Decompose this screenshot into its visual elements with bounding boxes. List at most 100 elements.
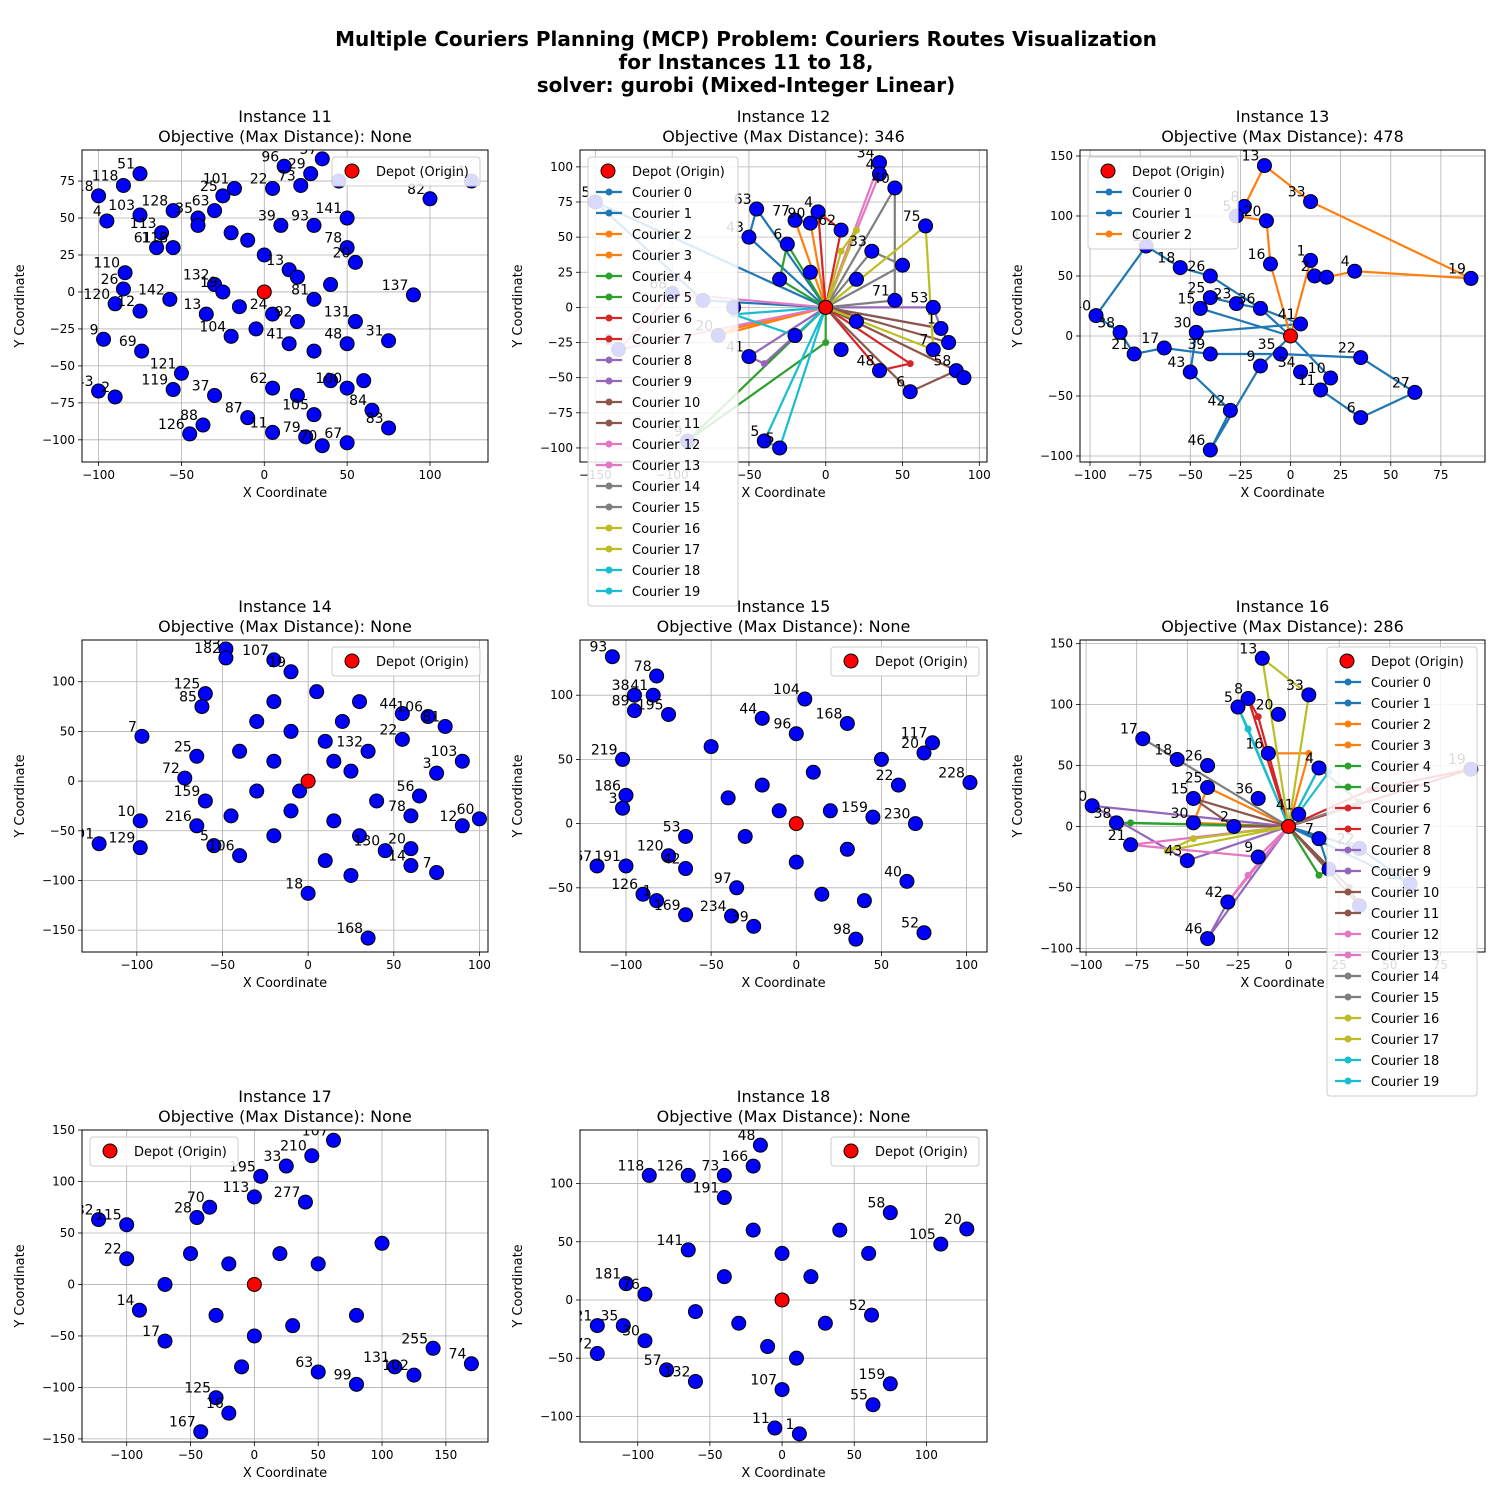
y-tick-label: 25 xyxy=(60,248,75,262)
customer-point xyxy=(637,1286,653,1302)
legend-label: Depot (Origin) xyxy=(632,165,725,180)
point-label: 90 xyxy=(788,206,806,222)
point-label: 29 xyxy=(288,157,306,173)
customer-point xyxy=(1228,296,1244,312)
customer-point xyxy=(422,191,438,207)
point-label: 11 xyxy=(1298,373,1316,389)
x-tick-label: 75 xyxy=(1433,468,1448,482)
legend-label: Courier 19 xyxy=(632,585,700,600)
customer-point xyxy=(1313,382,1329,398)
point-label: 115 xyxy=(95,1208,122,1224)
route-courier-14 xyxy=(824,183,896,309)
customer-point xyxy=(149,240,165,256)
legend-marker-swatch xyxy=(1344,993,1352,1001)
route-courier-18 xyxy=(762,306,827,450)
customer-point xyxy=(895,257,911,273)
point-label: 69 xyxy=(203,632,221,648)
x-tick-label: 50 xyxy=(847,1448,862,1462)
customer-point xyxy=(641,1167,657,1183)
customer-point xyxy=(193,1424,209,1440)
point-label: 4 xyxy=(866,157,875,173)
x-tick-label: −50 xyxy=(169,468,194,482)
point-label: 132 xyxy=(336,734,363,750)
x-tick-label: −50 xyxy=(1175,958,1200,972)
point-label: 120 xyxy=(83,287,110,303)
customer-point xyxy=(1323,370,1339,386)
point-label: 5 xyxy=(766,431,775,447)
point-label: 10 xyxy=(117,804,135,820)
customer-point xyxy=(165,382,181,398)
legend-box xyxy=(830,646,980,677)
point-label: 7 xyxy=(1305,822,1314,838)
y-tick-label: 0 xyxy=(67,1277,75,1291)
legend-marker-swatch xyxy=(605,482,613,490)
y-axis-label: Y Coordinate xyxy=(13,1244,28,1328)
legend-label: Courier 19 xyxy=(1371,1075,1439,1090)
point-label: 128 xyxy=(141,194,168,210)
y-tick-label: 0 xyxy=(1065,329,1073,343)
customer-point xyxy=(314,151,330,167)
route-courier-5 xyxy=(686,306,827,442)
x-tick-label: 100 xyxy=(419,468,442,482)
point-label: 41 xyxy=(266,327,284,343)
customer-point xyxy=(615,1318,631,1334)
customer-point xyxy=(890,777,906,793)
point-label: 92 xyxy=(275,305,293,321)
customer-point xyxy=(304,1148,320,1164)
customer-point xyxy=(1202,290,1218,306)
customer-point xyxy=(283,723,299,739)
customer-point xyxy=(772,271,788,287)
point-label: 131 xyxy=(324,305,351,321)
y-axis-label: Y Coordinate xyxy=(511,264,526,348)
legend-depot-swatch xyxy=(843,653,859,669)
point-label: 120 xyxy=(637,839,664,855)
customer-point xyxy=(91,1212,107,1228)
customer-point xyxy=(635,886,651,902)
legend-label: Courier 0 xyxy=(1132,186,1192,201)
x-tick-label: −100 xyxy=(110,1448,143,1462)
point-label: 30 xyxy=(622,1324,640,1340)
customer-point xyxy=(352,828,368,844)
legend-label: Courier 11 xyxy=(1371,907,1439,922)
point-label: 41 xyxy=(1276,797,1294,813)
point-label: 277 xyxy=(274,1185,301,1201)
point-label: 230 xyxy=(884,807,911,823)
depot-marker xyxy=(256,284,272,300)
point-label: 35 xyxy=(1258,337,1276,353)
point-label: 143 xyxy=(67,374,94,390)
point-label: 79 xyxy=(283,420,301,436)
customer-point xyxy=(848,931,864,947)
legend-label: Courier 10 xyxy=(632,396,700,411)
customer-point xyxy=(1407,384,1423,400)
legend-depot-swatch xyxy=(1100,163,1116,179)
customer-point xyxy=(454,818,470,834)
customer-point xyxy=(107,296,123,312)
customer-point xyxy=(165,203,181,219)
customer-point xyxy=(797,691,813,707)
customer-point xyxy=(403,808,419,824)
point-label: 168 xyxy=(336,921,363,937)
customer-point xyxy=(317,853,333,869)
y-axis-label: Y Coordinate xyxy=(511,754,526,838)
point-label: 57 xyxy=(644,1353,662,1369)
y-tick-label: 150 xyxy=(1050,637,1073,651)
customer-point xyxy=(240,410,256,426)
customer-point xyxy=(157,1333,173,1349)
customer-point xyxy=(1252,358,1268,374)
x-tick-label: 50 xyxy=(386,958,401,972)
customer-point xyxy=(374,1235,390,1251)
customer-point xyxy=(772,440,788,456)
customer-point xyxy=(348,1307,364,1323)
customer-point xyxy=(309,684,325,700)
point-label: 33 xyxy=(1288,185,1306,201)
point-label: 72 xyxy=(162,761,180,777)
legend-label: Depot (Origin) xyxy=(376,165,469,180)
point-label: 110 xyxy=(93,256,120,272)
customer-point xyxy=(310,1256,326,1272)
legend-marker-swatch xyxy=(1344,741,1352,749)
point-label: 106 xyxy=(208,839,235,855)
customer-point xyxy=(626,687,642,703)
customer-point xyxy=(231,299,247,315)
